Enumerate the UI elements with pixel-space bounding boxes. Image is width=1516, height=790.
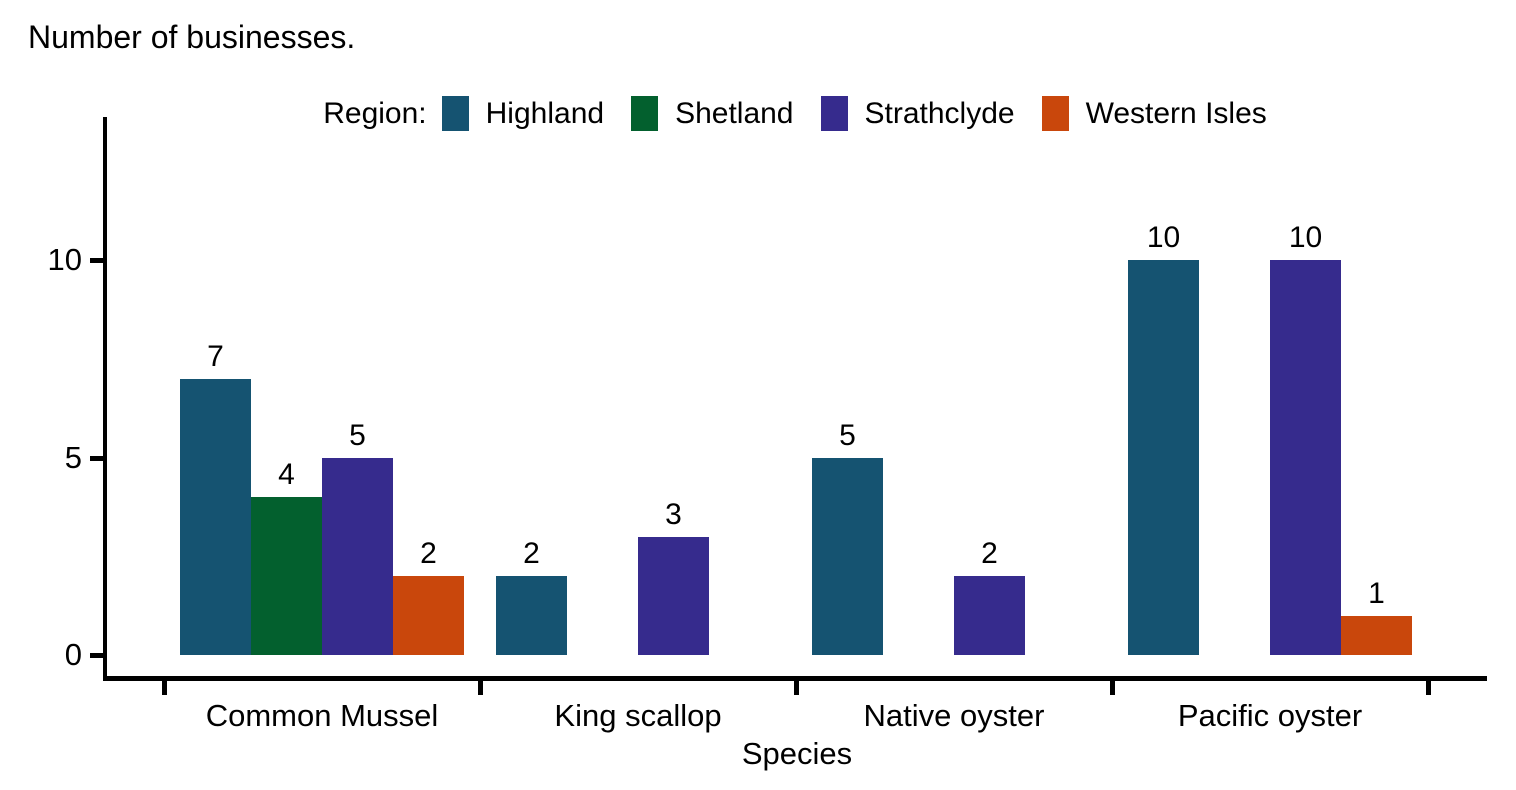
legend-item: Strathclyde [820,96,1015,131]
legend-item: Western Isles [1041,96,1267,131]
legend-label: Strathclyde [864,96,1015,130]
legend-swatch [631,96,659,131]
bar-value-label: 4 [278,458,295,491]
legend-item: Shetland [631,96,794,131]
legend-swatch [1041,96,1069,131]
bar [1270,260,1341,655]
y-tick-label: 10 [47,242,82,277]
bar-value-label: 2 [523,537,540,570]
plot-panel: 0 5 10 Common Mussel King scallop Native oyst… [48,117,1487,733]
bar [1341,615,1412,655]
legend-label: Shetland [675,96,794,130]
legend-label: Western Isles [1085,96,1267,130]
legend-title: Region: [323,96,427,130]
legend-item: Highland [441,96,605,131]
bar [393,576,464,655]
legend-swatch [820,96,848,131]
legend: Region: Highland Shetland Strathclyde Weste… [103,96,1487,131]
x-category-label: Pacific oyster [1177,698,1363,733]
bar [322,457,393,655]
y-tick [90,455,107,461]
y-tick-label: 5 [64,439,82,475]
y-tick-label: 0 [64,637,82,672]
bar-value-label: 5 [839,418,856,452]
legend-label: Highland [485,96,605,130]
x-category-label: Native oyster [863,698,1045,733]
x-category-label: Common Mussel [205,698,439,733]
bar-value-label: 10 [1146,221,1181,254]
bar [638,536,709,655]
x-category-label: King scallop [554,698,722,733]
bar [954,576,1025,655]
bar-value-label: 2 [981,537,998,570]
legend-swatch [441,96,469,131]
bar [180,378,251,655]
bar-value-label: 7 [207,339,224,373]
bar [812,457,883,655]
x-axis-title: Species [741,736,853,771]
bar-value-label: 2 [420,537,437,570]
bar [1128,260,1199,655]
y-tick [90,258,107,263]
bar [251,497,322,655]
x-tick [794,676,799,695]
y-tick [90,653,107,658]
x-tick [162,676,167,695]
bar-value-label: 5 [349,418,366,452]
chart-title: Number of businesses. [28,19,356,55]
x-tick [1110,676,1115,695]
bar-value-label: 3 [665,497,682,531]
bar [496,576,567,655]
bar-value-label: 1 [1368,576,1385,610]
bar-value-label: 10 [1288,221,1323,254]
x-tick [1426,676,1431,695]
x-tick [478,676,483,695]
